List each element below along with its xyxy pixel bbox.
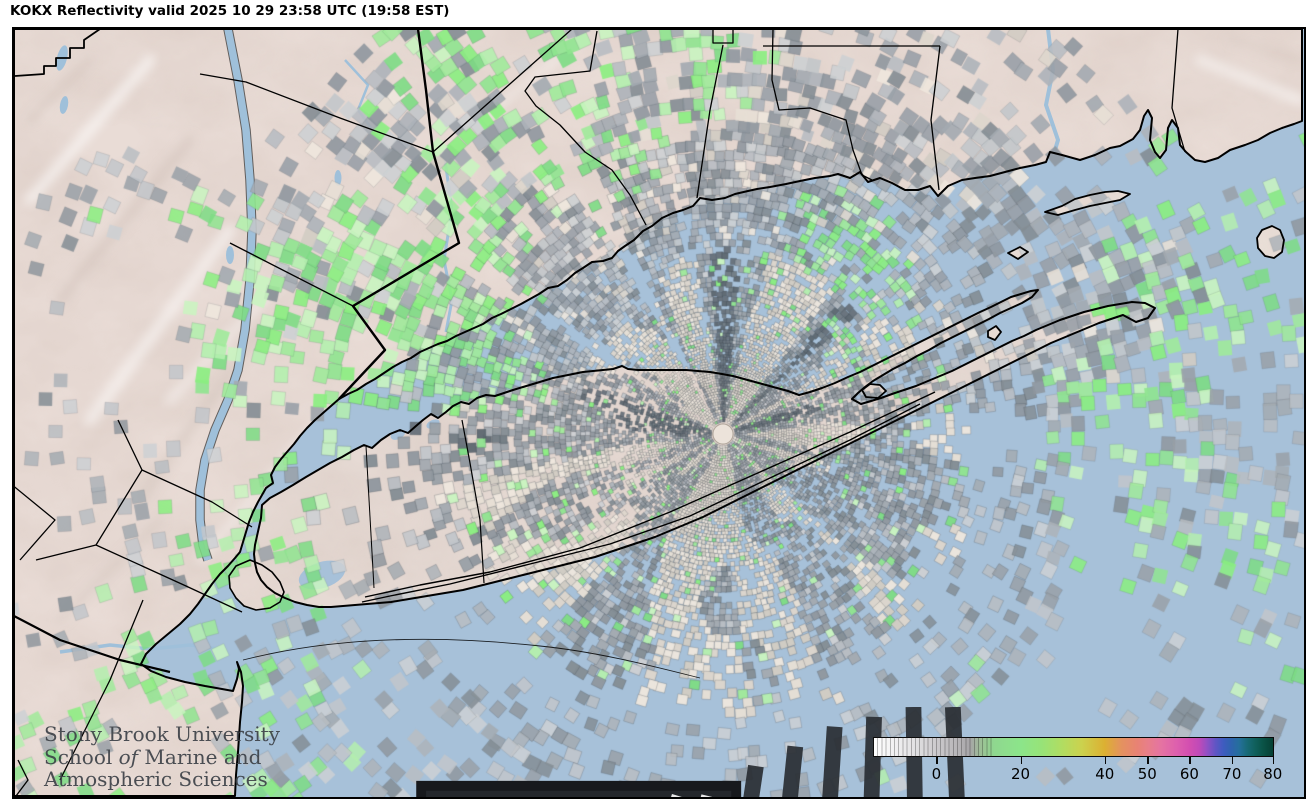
state-county-boundaries — [14, 29, 1186, 797]
logo-line-3: Atmospheric Sciences — [44, 767, 268, 791]
colorbar-tick-label: 60 — [1179, 765, 1199, 783]
university-shield-icon: ★ — [416, 707, 965, 797]
colorbar-tick-label: 70 — [1222, 765, 1242, 783]
map-line-layer — [14, 29, 1303, 797]
logo-line-1: Stony Brook University — [44, 722, 280, 746]
colorbar-tick — [1020, 757, 1022, 764]
logo-line-2: School of Marine and — [44, 744, 262, 769]
colorbar-tick-label: 50 — [1137, 765, 1157, 783]
reflectivity-colorbar: 0 20 40 50 60 70 80 — [873, 737, 1282, 783]
colorbar-tick-label: 20 — [1011, 765, 1031, 783]
colorbar-tick-label: 40 — [1095, 765, 1115, 783]
university-logo: ★ Stony Brook University School of — [42, 707, 965, 797]
colorbar-tick — [1104, 757, 1107, 764]
colorbar-tick — [1272, 757, 1275, 764]
colorbar-tick — [1147, 757, 1149, 764]
radar-map: ★ Stony Brook University School of — [12, 27, 1306, 799]
colorbar-bin-lines — [873, 737, 994, 757]
colorbar-tick — [1189, 757, 1191, 764]
page-title: KOKX Reflectivity valid 2025 10 29 23:58… — [10, 3, 450, 19]
colorbar-tick-label: 0 — [931, 765, 942, 783]
logo-text: Stony Brook University School of Marine … — [44, 723, 280, 791]
radar-site-dot — [712, 423, 734, 445]
colorbar-tick — [1231, 757, 1234, 764]
barrier-island-lines — [361, 391, 936, 603]
colorbar-tick — [936, 757, 938, 764]
colorbar-tick-label: 80 — [1263, 765, 1283, 783]
colorbar-gradient — [873, 737, 1274, 757]
